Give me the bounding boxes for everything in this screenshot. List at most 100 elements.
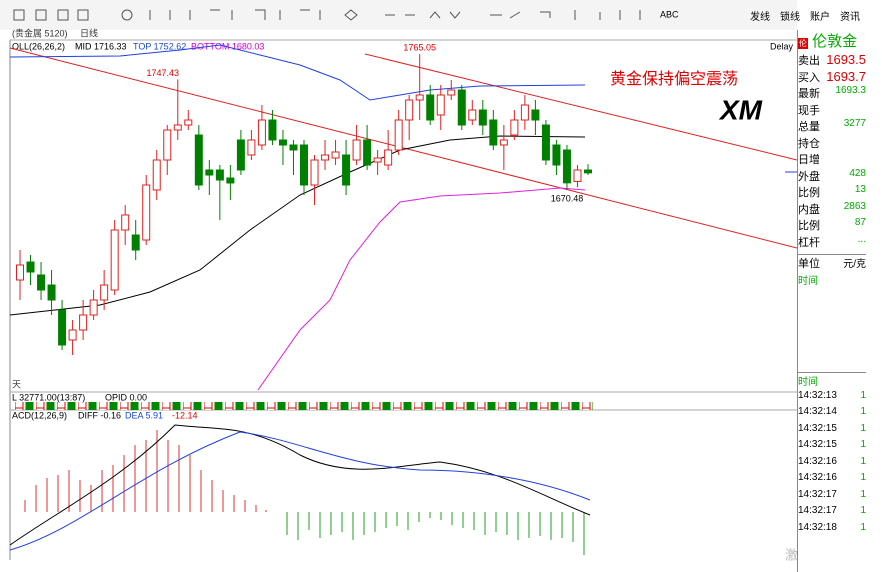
instrument-name: (贵金属 5120) <box>12 27 68 38</box>
candle-body <box>478 109 487 126</box>
candle-body <box>489 119 498 146</box>
candle-body <box>226 177 235 184</box>
quote-label: 最新 <box>798 88 820 100</box>
headline: 黄金保持偏空震荡 <box>610 70 738 88</box>
overlays <box>9 44 797 391</box>
tick-time: 14:32:14 <box>798 406 837 417</box>
toolbar-button[interactable]: 账户 <box>810 12 830 23</box>
logo: XM <box>718 94 763 125</box>
unit-value: 元/克 <box>843 259 866 270</box>
quote-row: 内盘 2863 <box>798 201 866 218</box>
candle-body <box>68 329 77 341</box>
candle-body <box>236 139 245 171</box>
candle-body <box>531 109 540 121</box>
tick-time: 14:32:17 <box>798 488 837 500</box>
time-label: 时间 <box>798 275 818 287</box>
ticks-label: 时间 <box>798 377 818 388</box>
toolbar-button[interactable]: 发线 <box>750 12 770 23</box>
tick-volume: 1 <box>860 439 866 450</box>
candle-body <box>100 284 109 301</box>
quote-panel: 伦 伦敦金 卖出 1693.5 买入 1693.7 最新 1693.3 现手 总量 3277 持仓… <box>797 30 866 572</box>
delay: Delay <box>770 41 794 51</box>
candle-body <box>363 139 372 166</box>
candle-body <box>289 144 298 151</box>
candles <box>16 54 592 355</box>
candle-body <box>142 184 151 241</box>
candle-body <box>562 149 571 184</box>
tick-row: 14:32:18 1 <box>798 522 866 539</box>
quote-label: 比例 <box>798 220 820 232</box>
macd-value: -12.14 <box>172 410 198 420</box>
candle-body <box>520 104 529 121</box>
tick-time: 14:32:15 <box>798 439 837 450</box>
toolbar-abc[interactable]: ABC <box>660 9 679 19</box>
quote-label: 比例 <box>798 187 820 199</box>
quote-label: 现手 <box>798 104 820 117</box>
candle-body <box>342 154 351 186</box>
candle-body <box>331 151 340 159</box>
candle-body <box>16 264 24 281</box>
macd-plot <box>9 424 591 555</box>
tick-volume: 1 <box>860 521 866 533</box>
quote-label: 买入 <box>798 71 820 84</box>
candle-body <box>415 94 424 101</box>
side-label: 天 <box>12 379 21 389</box>
candle-body <box>47 284 56 301</box>
quote-value: 3277 <box>843 118 866 129</box>
macd-diff: DIFF -0.16 <box>78 410 121 420</box>
unit-row: 单位 元/克 <box>798 254 866 272</box>
candle-body <box>110 229 119 291</box>
candle-body <box>163 129 172 161</box>
quote-value: 2863 <box>843 200 866 212</box>
time-row: 时间 <box>798 272 866 289</box>
toolbar-icons <box>13 9 641 21</box>
candle-body <box>152 159 161 191</box>
quote-value: 1693.7 <box>826 68 866 84</box>
tick-volume: 1 <box>860 406 866 417</box>
quote-label: 杠杆 <box>798 236 820 249</box>
period: 日线 <box>80 27 98 38</box>
watermark: 激活 Windows <box>785 547 797 562</box>
candle-body <box>384 149 393 166</box>
candle-body <box>79 314 88 331</box>
candle-body <box>573 169 582 182</box>
tick-volume: 1 <box>860 505 866 516</box>
candle-body <box>173 124 182 131</box>
candle-body <box>194 134 203 186</box>
high-label: 1765.05 <box>403 43 436 53</box>
quote-value: 1693.3 <box>835 85 866 96</box>
low-label: 1670.48 <box>551 194 584 204</box>
quote-row: 总量 3277 <box>798 118 866 135</box>
tick-row: 14:32:15 1 <box>798 423 866 440</box>
toolbar-button[interactable]: 锁线 <box>780 12 800 23</box>
quote-row: 最新 1693.3 <box>798 85 866 102</box>
candle-body <box>37 274 46 291</box>
candle-body <box>436 94 445 116</box>
quote-row: 买入 1693.7 <box>798 69 866 86</box>
quote-label: 日增 <box>798 154 820 166</box>
volume-label: L 32771.00(13:87) <box>12 392 85 402</box>
tick-volume: 1 <box>860 389 866 401</box>
candle-body <box>89 299 98 316</box>
candle-body <box>584 169 592 174</box>
instrument: OLL(26,26,2) <box>12 41 65 51</box>
candle-body <box>205 169 214 176</box>
quote-label: 内盘 <box>798 203 820 216</box>
toolbar-button[interactable]: 资讯 <box>840 12 860 23</box>
tick-time: 14:32:16 <box>798 455 837 467</box>
quote-row: 杠杆... <box>798 234 866 251</box>
quote-row: 现手 <box>798 102 866 119</box>
quote-value: 13 <box>854 184 866 195</box>
candle-body <box>457 89 466 126</box>
unit-label: 单位 <box>798 258 820 270</box>
top: TOP 1752.62 <box>133 41 186 51</box>
quote-row: 持仓 <box>798 135 866 152</box>
tick-volume: 1 <box>860 422 866 434</box>
tick-row: 14:32:15 1 <box>798 439 866 456</box>
quote-row: 比例 87 <box>798 217 866 234</box>
quote-value: ... <box>857 233 866 245</box>
candle-body <box>541 124 550 161</box>
tick-row: 14:32:14 1 <box>798 406 866 423</box>
tick-time: 14:32:13 <box>798 389 837 401</box>
candle-body <box>121 214 130 231</box>
